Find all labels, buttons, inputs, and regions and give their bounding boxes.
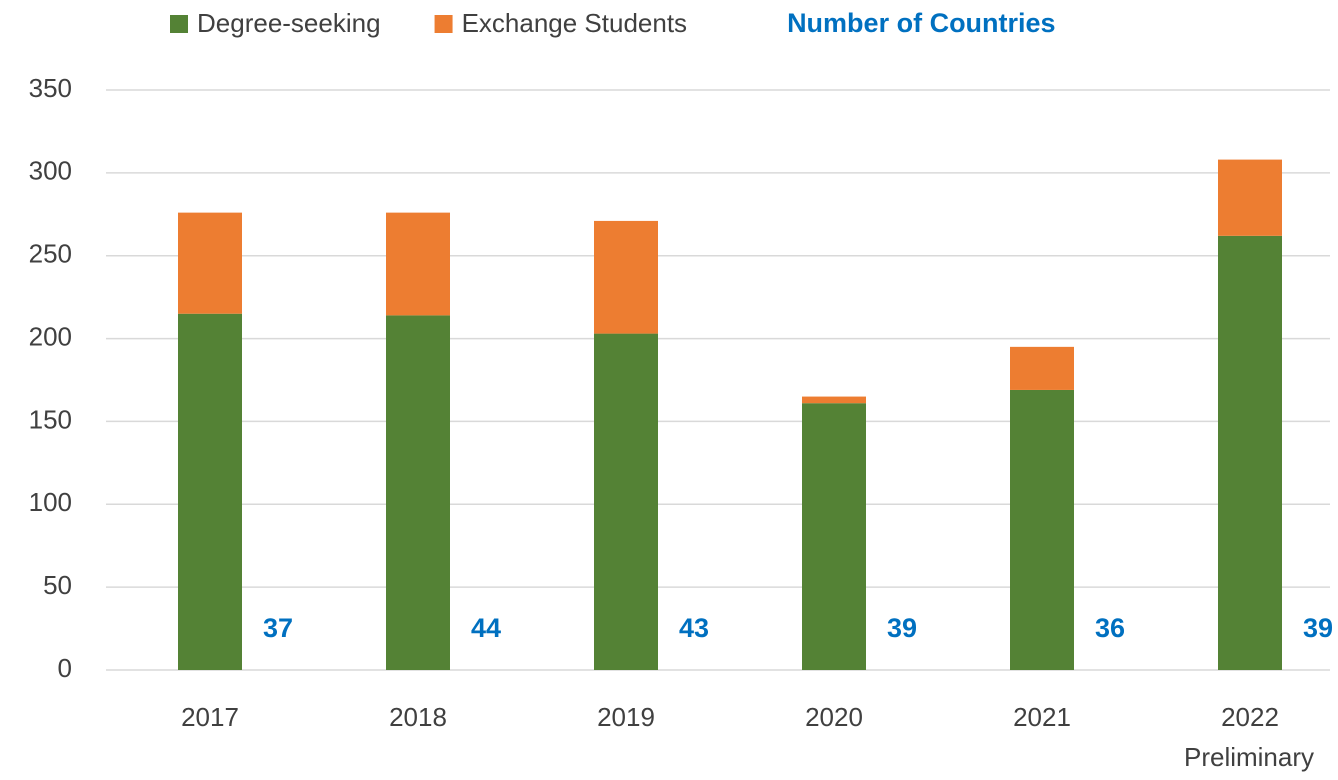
legend-swatch [434,15,453,33]
country-count-label: 39 [887,613,917,643]
country-count-label: 39 [1303,613,1333,643]
country-count-label: 43 [679,613,709,643]
x-tick-label: 2021 [1013,702,1071,732]
country-count-label: 44 [471,613,501,643]
y-tick-label: 0 [58,653,72,683]
bar-segment [178,212,242,314]
bar-segment [802,403,866,670]
y-tick-label: 300 [29,156,72,186]
x-tick-label: 2022 [1221,702,1279,732]
country-count-label: 37 [263,613,293,643]
x-tick-label: 2018 [389,702,447,732]
y-tick-label: 200 [29,321,72,351]
bar-segment [1218,159,1282,236]
bar-segment [802,396,866,404]
bar-segment [594,220,658,334]
x-tick-label: 2019 [597,702,655,732]
y-tick-label: 50 [43,570,72,600]
y-tick-label: 250 [29,239,72,269]
country-count-label: 36 [1095,613,1125,643]
annotation: Preliminary [1184,742,1314,772]
x-tick-label: 2017 [181,702,239,732]
bar-segment [1010,389,1074,670]
bar-segment [594,333,658,670]
legend-swatch [170,15,188,33]
y-tick-label: 150 [29,404,72,434]
legend-label: Number of Countries [787,8,1056,38]
legend-label: Exchange Students [462,8,688,38]
legend-label: Degree-seeking [197,8,381,38]
bar-segment [386,212,450,316]
bar-segment [1010,346,1074,390]
x-tick-label: 2020 [805,702,863,732]
bar-segment [1218,235,1282,671]
y-tick-label: 100 [29,487,72,517]
bar-segment [386,315,450,670]
bar-segment [178,313,242,670]
y-tick-label: 350 [29,73,72,103]
